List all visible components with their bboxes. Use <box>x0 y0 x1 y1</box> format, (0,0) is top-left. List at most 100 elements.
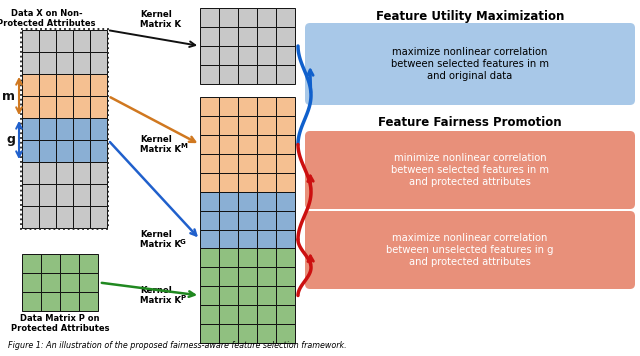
Bar <box>219 268 238 287</box>
Bar <box>90 52 107 74</box>
Bar <box>200 8 219 27</box>
Bar <box>238 211 257 230</box>
Bar <box>200 154 219 173</box>
Bar <box>257 116 276 135</box>
Bar <box>56 118 73 140</box>
Bar <box>200 268 219 287</box>
Bar <box>219 27 238 46</box>
Text: Kernel
Matrix K: Kernel Matrix K <box>140 230 181 249</box>
Bar <box>200 324 219 343</box>
Bar <box>56 140 73 162</box>
Bar <box>90 96 107 118</box>
Bar <box>257 286 276 305</box>
Bar <box>56 52 73 74</box>
Bar <box>39 74 56 96</box>
Bar <box>90 74 107 96</box>
Bar <box>257 46 276 65</box>
Bar <box>276 173 295 192</box>
Bar <box>200 267 219 286</box>
Text: Kernel
Matrix K: Kernel Matrix K <box>140 135 181 154</box>
Bar <box>257 267 276 286</box>
Bar <box>257 173 276 192</box>
Bar <box>276 97 295 116</box>
Bar <box>257 324 276 343</box>
Bar <box>276 116 295 135</box>
Bar <box>238 286 257 305</box>
Bar <box>238 192 257 211</box>
Bar <box>219 65 238 84</box>
Bar <box>276 27 295 46</box>
Bar <box>257 248 276 267</box>
Bar <box>219 230 238 249</box>
Bar <box>73 96 90 118</box>
Bar <box>238 267 257 286</box>
Bar <box>257 154 276 173</box>
Text: Data X on Non-
Protected Attributes: Data X on Non- Protected Attributes <box>0 9 96 28</box>
Bar <box>219 249 238 268</box>
Bar <box>219 8 238 27</box>
Text: maximize nonlinear correlation
between unselected features in g
and protected at: maximize nonlinear correlation between u… <box>387 234 554 267</box>
Bar <box>41 292 60 311</box>
Bar <box>73 118 90 140</box>
Bar <box>22 52 39 74</box>
Text: Feature Utility Maximization: Feature Utility Maximization <box>376 10 564 23</box>
Bar <box>276 135 295 154</box>
Bar <box>73 74 90 96</box>
Bar <box>257 305 276 324</box>
Bar <box>238 305 257 324</box>
Bar <box>79 292 98 311</box>
Text: Figure 1: An illustration of the proposed fairness-aware feature selection frame: Figure 1: An illustration of the propose… <box>8 341 347 350</box>
Bar <box>56 184 73 206</box>
Bar <box>22 118 39 140</box>
Bar <box>39 206 56 228</box>
Bar <box>22 184 39 206</box>
Bar <box>22 162 39 184</box>
Bar <box>90 30 107 52</box>
Bar <box>219 192 238 211</box>
Bar <box>238 248 257 267</box>
Text: M: M <box>180 143 187 150</box>
Bar <box>73 30 90 52</box>
Bar <box>276 192 295 211</box>
Bar <box>200 286 219 305</box>
Bar <box>200 46 219 65</box>
Bar <box>56 96 73 118</box>
Text: Kernel
Matrix K: Kernel Matrix K <box>140 286 181 305</box>
Bar <box>257 135 276 154</box>
Text: P: P <box>180 294 185 300</box>
Bar <box>200 65 219 84</box>
Bar <box>219 211 238 230</box>
Bar <box>219 305 238 324</box>
Bar <box>219 286 238 305</box>
Bar <box>22 254 41 273</box>
Bar <box>219 154 238 173</box>
Bar <box>22 292 41 311</box>
Bar <box>257 211 276 230</box>
Bar <box>238 8 257 27</box>
Bar <box>276 8 295 27</box>
Bar <box>219 173 238 192</box>
Bar <box>200 97 219 116</box>
Bar <box>56 30 73 52</box>
Bar <box>60 292 79 311</box>
Bar <box>60 254 79 273</box>
Bar <box>257 230 276 249</box>
Bar <box>238 268 257 287</box>
Bar <box>22 30 39 52</box>
Bar <box>73 52 90 74</box>
FancyBboxPatch shape <box>305 23 635 105</box>
Bar <box>238 173 257 192</box>
Bar <box>73 206 90 228</box>
Bar <box>238 324 257 343</box>
Bar <box>257 249 276 268</box>
Bar <box>200 173 219 192</box>
Bar <box>257 97 276 116</box>
Bar <box>276 267 295 286</box>
Bar <box>200 248 219 267</box>
Bar <box>276 286 295 305</box>
Bar <box>219 116 238 135</box>
Bar <box>90 140 107 162</box>
Bar <box>238 116 257 135</box>
Bar <box>238 249 257 268</box>
Bar <box>219 248 238 267</box>
